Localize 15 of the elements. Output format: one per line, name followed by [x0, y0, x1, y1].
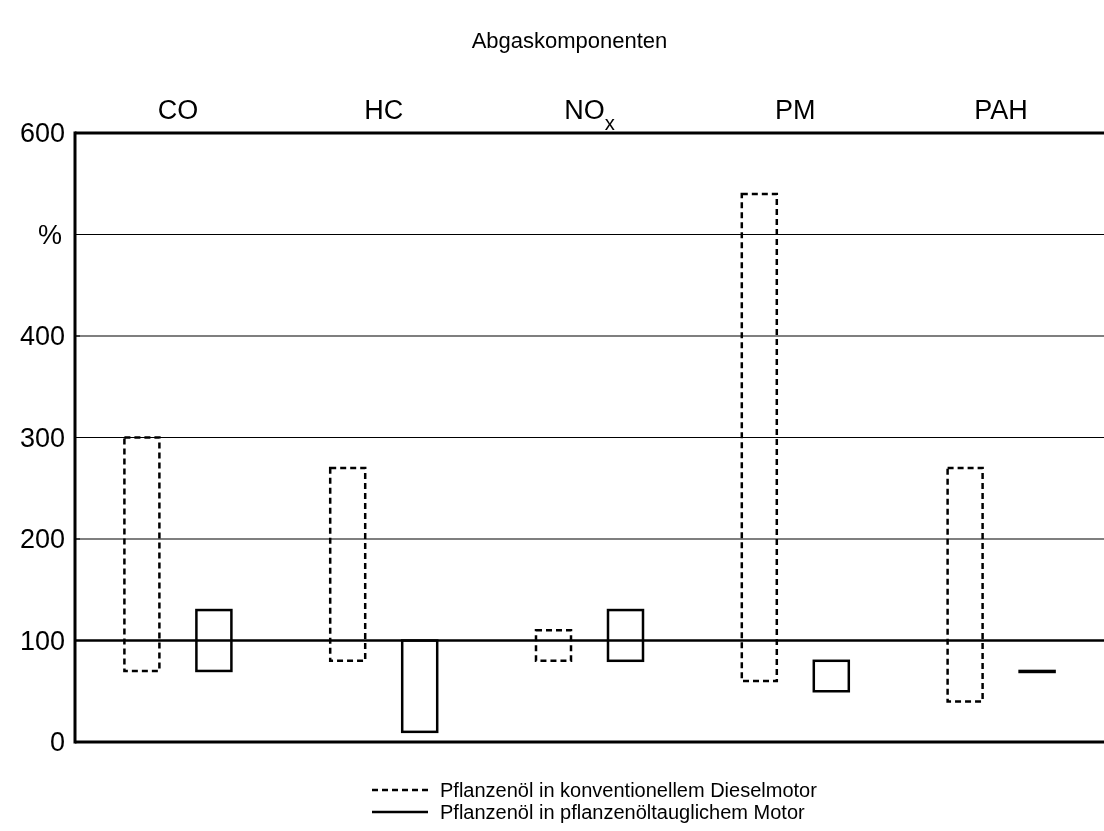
y-tick-label: 200: [19, 524, 65, 555]
y-tick-label: 0: [49, 727, 65, 758]
x-tick-label: HC: [364, 95, 404, 125]
legend-label: Pflanzenöl in konventionellem Dieselmotor: [440, 779, 818, 801]
y-tick-label: 300: [19, 422, 65, 453]
y-tick-label: 600: [19, 118, 65, 149]
x-tick-label: PAH: [974, 95, 1028, 125]
x-tick-label: CO: [157, 95, 199, 125]
chart-title: Abgaskomponenten: [471, 28, 668, 53]
y-tick-label: 400: [19, 321, 65, 352]
x-tick-label: PM: [775, 95, 816, 125]
y-axis-title: %: [37, 219, 63, 250]
legend-label: Pflanzenöl in pflanzenöltauglichem Motor: [440, 801, 805, 823]
y-tick-label: 100: [19, 625, 65, 656]
x-tick-label: NO$_{x}$: [564, 95, 615, 134]
